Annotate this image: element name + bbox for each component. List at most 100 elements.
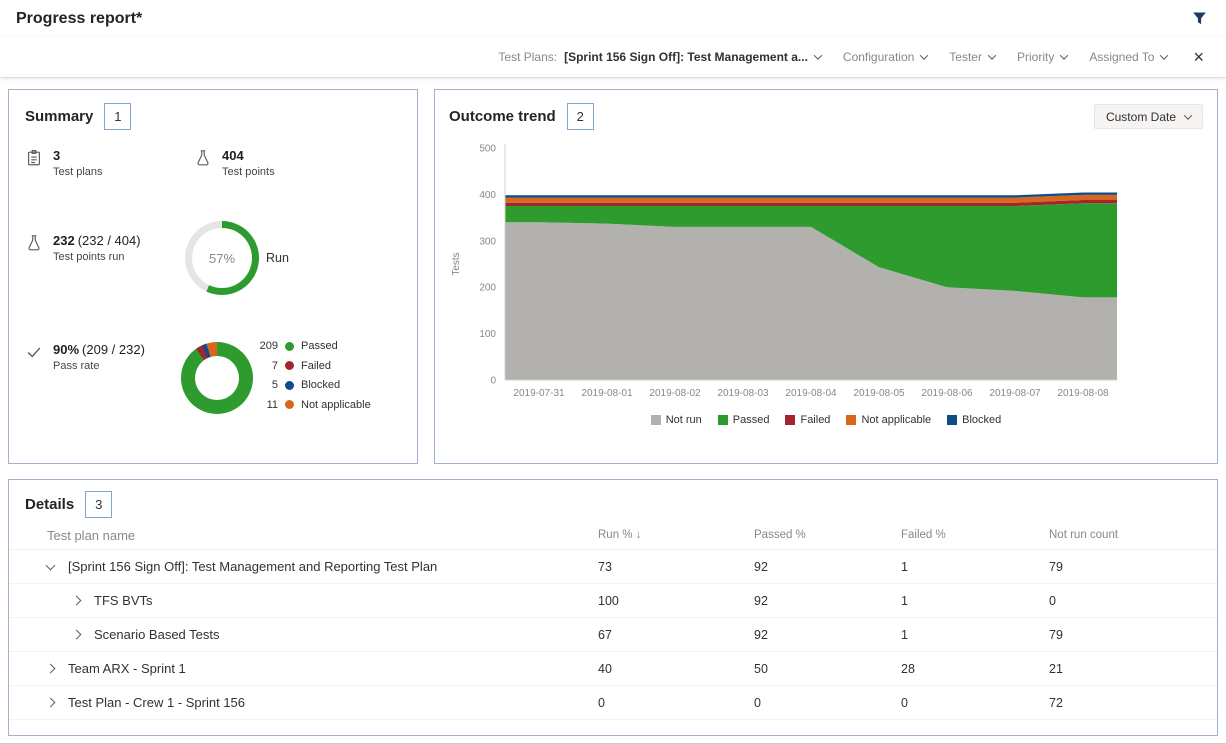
cell-run-percent: 40 [598, 661, 612, 676]
trend-legend-item: Not applicable [846, 414, 931, 426]
y-tick-label: 0 [490, 376, 496, 387]
chevron-right-icon[interactable] [71, 629, 82, 640]
table-row[interactable]: Scenario Based Tests 67 92 1 79 [9, 618, 1217, 652]
close-icon[interactable]: × [1193, 47, 1204, 67]
cell-failed-percent: 1 [901, 627, 908, 642]
cell-run-percent: 73 [598, 559, 612, 574]
test-plan-name: TFS BVTs [94, 593, 153, 608]
area-not-run [505, 222, 1117, 380]
chevron-down-icon [1183, 110, 1193, 120]
cell-run-percent: 0 [598, 695, 605, 710]
chevron-down-icon [1160, 51, 1169, 60]
outcome-legend-item: 11 Not applicable [256, 398, 371, 412]
filter-priority[interactable]: Priority [1017, 50, 1069, 64]
column-header[interactable]: Passed % [754, 529, 806, 541]
legend-swatch [717, 415, 728, 425]
test-plan-name-cell: TFS BVTs [9, 593, 598, 608]
top-bar: Progress report* [0, 0, 1226, 37]
area-not-applicable [505, 194, 1117, 203]
details-card: Details 3 Test plan name Run % ↓ Passed % F… [8, 479, 1218, 736]
cell-failed-percent: 0 [901, 695, 908, 710]
filter-tester[interactable]: Tester [949, 50, 997, 64]
y-tick-label: 400 [479, 190, 496, 201]
stat-test-points-run: 232 (232 / 404) Test points run [25, 233, 141, 263]
area-passed [505, 203, 1117, 298]
test-plans-value: [Sprint 156 Sign Off]: Test Management a… [564, 50, 808, 64]
page-title: Progress report* [16, 9, 143, 27]
stat-value: 404 [222, 148, 244, 163]
table-row[interactable]: Team ARX - Sprint 1 40 50 28 21 [9, 652, 1217, 686]
annotation-badge-3: 3 [85, 491, 113, 518]
x-tick-label: 2019-08-08 [1057, 388, 1109, 399]
column-header[interactable]: Not run count [1049, 529, 1119, 541]
legend-label: Failed [301, 359, 331, 372]
filter-funnel-icon[interactable] [1191, 10, 1208, 27]
cell-not-run-count: 21 [1049, 661, 1063, 676]
y-tick-label: 500 [479, 144, 496, 155]
area-failed [505, 200, 1117, 206]
chevron-right-icon[interactable] [45, 697, 56, 708]
run-percent: 57% [208, 250, 236, 266]
filter-configuration-label: Configuration [842, 50, 915, 64]
custom-date-dropdown[interactable]: Custom Date [1093, 104, 1203, 129]
run-donut-label: Run [266, 251, 289, 265]
test-plans-filter[interactable]: Test Plans: [Sprint 156 Sign Off]: Test … [498, 50, 823, 64]
outcome-trend-card: Outcome trend 2 Custom Date 0 100 200 300 40… [434, 89, 1218, 464]
legend-dot [285, 380, 294, 390]
area-blocked [505, 192, 1117, 198]
stat-label: Pass rate [53, 360, 100, 372]
table-row[interactable]: TFS BVTs 100 92 1 0 [9, 584, 1217, 618]
legend-count: 5 [271, 379, 278, 391]
column-header[interactable]: Failed % [901, 529, 946, 541]
x-tick-label: 2019-08-03 [717, 388, 769, 399]
legend-swatch [650, 415, 661, 425]
filter-assigned-to[interactable]: Assigned To [1089, 50, 1169, 64]
trend-legend: Not run Passed Failed Not applicable Blocked [435, 414, 1217, 426]
legend-label: Passed [301, 340, 338, 352]
table-row[interactable]: Test Plan - Crew 1 - Sprint 156 0 0 0 72 [9, 686, 1217, 720]
filter-bar: Test Plans: [Sprint 156 Sign Off]: Test … [0, 37, 1226, 77]
chevron-right-icon[interactable] [71, 595, 82, 606]
details-table: Test plan name Run % ↓ Passed % Failed % Not… [9, 521, 1217, 720]
filter-configuration[interactable]: Configuration [842, 50, 929, 64]
table-row[interactable]: [Sprint 156 Sign Off]: Test Management a… [9, 550, 1217, 584]
legend-count: 7 [271, 359, 278, 372]
y-tick-label: 200 [479, 283, 496, 294]
column-header[interactable]: Test plan name [47, 527, 136, 543]
stat-pass-rate: 90% (209 / 232) Pass rate [25, 342, 145, 372]
run-donut-ring: 57% [185, 221, 259, 295]
chevron-down-icon[interactable] [45, 560, 56, 570]
beaker-icon [25, 234, 43, 255]
test-plan-icon [25, 149, 43, 170]
test-plan-name: Scenario Based Tests [94, 627, 220, 642]
trend-legend-item: Passed [717, 414, 770, 426]
annotation-badge-1: 1 [104, 103, 132, 130]
column-header[interactable]: Run % ↓ [598, 529, 642, 541]
chevron-right-icon[interactable] [45, 663, 56, 674]
cell-passed-percent: 92 [754, 593, 768, 608]
legend-label: Failed [800, 414, 831, 426]
chevron-down-icon [920, 51, 929, 60]
outcome-legend-item: 7 Failed [256, 359, 371, 373]
trend-legend-item: Failed [785, 414, 830, 426]
cell-failed-percent: 1 [901, 559, 908, 574]
stat-label: Test points [222, 166, 275, 178]
legend-label: Not applicable [301, 398, 371, 411]
stat-label: Test points run [53, 251, 125, 263]
summary-card: Summary 1 3 Test plans [8, 89, 418, 464]
legend-label: Passed [732, 414, 770, 426]
cell-passed-percent: 50 [754, 661, 768, 676]
x-tick-label: 2019-08-02 [649, 388, 701, 399]
y-tick-label: 100 [479, 329, 496, 340]
test-plan-name-cell: [Sprint 156 Sign Off]: Test Management a… [9, 559, 598, 574]
legend-count: 11 [266, 398, 278, 411]
legend-swatch [947, 415, 958, 425]
cell-passed-percent: 92 [754, 559, 768, 574]
outcome-legend-item: 5 Blocked [256, 378, 371, 392]
outcome-trend-title: Outcome trend [449, 108, 556, 125]
trend-legend-item: Blocked [947, 414, 1001, 426]
legend-swatch [846, 415, 857, 425]
legend-swatch [785, 415, 796, 425]
outcome-legend: 209 Passed 7 Failed 5 Blocked 11 Not applicable [256, 339, 371, 412]
test-plan-name: Team ARX - Sprint 1 [68, 661, 186, 676]
